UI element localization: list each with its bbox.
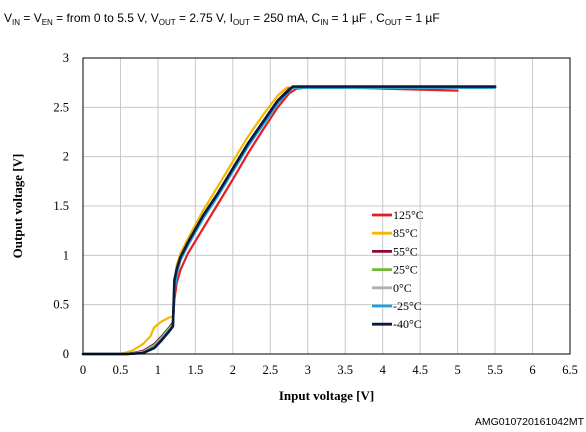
grid-lines	[82, 57, 571, 355]
title-subscript: IN	[320, 18, 328, 27]
legend-entry-label: 55°C	[393, 244, 418, 258]
legend-entry-label: -40°C	[393, 317, 422, 331]
y-axis-label: Output voltage [V]	[10, 154, 25, 259]
y-tick-label: 0.5	[53, 298, 69, 312]
y-axis-ticks: 0 0.5 1 1.5 2 2.5 3	[53, 51, 69, 361]
legend-entry-label: 125°C	[393, 208, 424, 222]
title-text-part: = 250 mA, C	[250, 11, 321, 25]
title-text-part: = 1 µF , C	[328, 11, 385, 25]
series-lines	[81, 85, 497, 356]
title-subscript: EN	[42, 18, 53, 27]
x-axis-label: Input voltage [V]	[279, 388, 374, 403]
title-subscript: OUT	[159, 18, 176, 27]
legend-entry-label: -25°C	[393, 299, 422, 313]
y-tick-label: 0	[63, 347, 69, 361]
series-line	[81, 86, 497, 356]
x-tick-label: 3	[305, 363, 311, 377]
x-axis-ticks: 0 0.5 1 1.5 2 2.5 3 3.5 4 4.5 5 5.5 6 6.5	[80, 363, 578, 377]
title-text-part: V	[4, 11, 12, 25]
y-tick-label: 3	[63, 51, 69, 65]
x-tick-label: 6.5	[562, 363, 578, 377]
x-tick-label: 2	[230, 363, 236, 377]
x-tick-label: 3.5	[337, 363, 353, 377]
series-line	[81, 86, 497, 356]
x-tick-label: 4.5	[412, 363, 428, 377]
title-subscript: OUT	[233, 18, 250, 27]
y-tick-label: 2.5	[53, 100, 69, 114]
x-tick-label: 5.5	[487, 363, 503, 377]
title-subscript: IN	[12, 18, 20, 27]
title-text-part: = from 0 to 5.5 V, V	[53, 11, 159, 25]
series-line	[81, 86, 497, 356]
x-tick-label: 1.5	[188, 363, 204, 377]
legend: 125°C 85°C 55°C 25°C 0°C -25°C -40°C	[372, 208, 424, 331]
series-line	[81, 86, 497, 356]
x-tick-label: 2.5	[262, 363, 278, 377]
series-line	[81, 85, 497, 356]
x-tick-label: 5	[454, 363, 460, 377]
legend-entry-label: 0°C	[393, 281, 412, 295]
title-subscript: OUT	[385, 18, 402, 27]
x-tick-label: 0.5	[113, 363, 129, 377]
legend-entry-label: 85°C	[393, 226, 418, 240]
x-tick-label: 1	[155, 363, 161, 377]
y-tick-label: 1.5	[53, 199, 69, 213]
y-tick-label: 1	[63, 248, 69, 262]
chart-title: VIN = VEN = from 0 to 5.5 V, VOUT = 2.75…	[4, 11, 440, 27]
series-line	[81, 86, 497, 356]
legend-entry-label: 25°C	[393, 263, 418, 277]
title-text-part: = V	[20, 11, 42, 25]
title-text-part: = 1 µF	[402, 11, 440, 25]
title-text-part: = 2.75 V, I	[176, 11, 233, 25]
x-tick-label: 6	[529, 363, 535, 377]
x-tick-label: 0	[80, 363, 86, 377]
y-tick-label: 2	[63, 150, 69, 164]
x-tick-label: 4	[380, 363, 387, 377]
plot-area-border	[82, 57, 571, 355]
figure-code: AMG010720161042MT	[475, 416, 585, 428]
